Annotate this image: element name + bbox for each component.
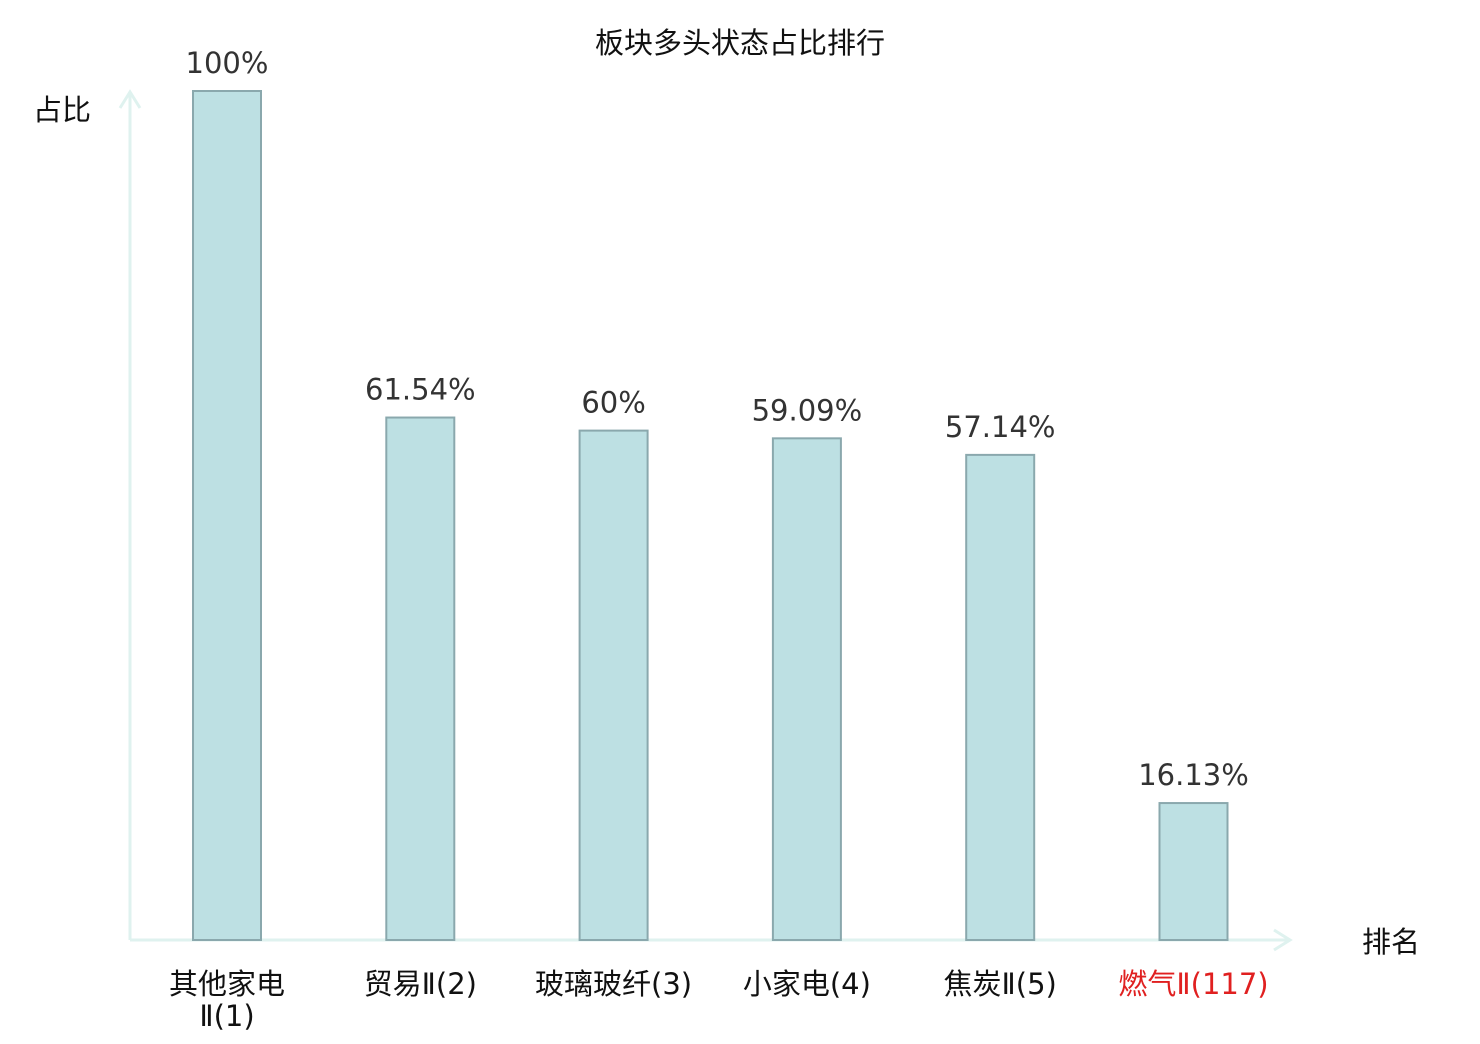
category-label-line: 玻璃玻纤(3) bbox=[535, 967, 692, 1001]
category-label: 焦炭Ⅱ(5) bbox=[944, 967, 1057, 1001]
bar-value-label: 60% bbox=[581, 386, 645, 420]
category-label-line: 贸易Ⅱ(2) bbox=[364, 967, 477, 1001]
bar-value-label: 61.54% bbox=[365, 373, 476, 407]
bar bbox=[1158, 802, 1229, 941]
category-label-line: 其他家电 bbox=[169, 967, 285, 1001]
category-label-line: 焦炭Ⅱ(5) bbox=[944, 967, 1057, 1001]
category-label: 其他家电 Ⅱ(1) bbox=[169, 967, 285, 1033]
bar bbox=[578, 429, 649, 941]
bar-value-label: 100% bbox=[186, 46, 269, 80]
y-axis-label: 占比 bbox=[33, 93, 91, 127]
bar-value-label: 59.09% bbox=[752, 393, 863, 427]
bar bbox=[771, 437, 842, 941]
bar-value-label: 57.14% bbox=[945, 410, 1056, 444]
bar bbox=[385, 416, 456, 941]
bar bbox=[965, 453, 1036, 941]
category-label: 小家电(4) bbox=[743, 967, 871, 1001]
value-labels-group: 100% 61.54% 60% 59.09% 57.14% 16.13% bbox=[186, 46, 1249, 792]
category-label-line: 小家电(4) bbox=[743, 967, 871, 1001]
y-axis-arrow bbox=[118, 89, 142, 109]
category-label-line: Ⅱ(1) bbox=[199, 999, 254, 1033]
chart-title: 板块多头状态占比排行 bbox=[595, 26, 885, 60]
bars-group bbox=[192, 90, 1229, 941]
axes bbox=[118, 89, 1293, 952]
x-axis-arrow bbox=[1273, 928, 1293, 952]
category-labels-group: 其他家电 Ⅱ(1) 贸易Ⅱ(2) 玻璃玻纤(3) 小家电(4) 焦炭Ⅱ(5) 燃气Ⅱ(117… bbox=[169, 967, 1269, 1033]
category-label-highlighted: 燃气Ⅱ(117) bbox=[1118, 967, 1268, 1001]
category-label: 玻璃玻纤(3) bbox=[535, 967, 692, 1001]
x-axis-label: 排名 bbox=[1362, 925, 1420, 959]
bar bbox=[192, 90, 262, 941]
category-label-line: 燃气Ⅱ(117) bbox=[1118, 967, 1268, 1001]
category-label: 贸易Ⅱ(2) bbox=[364, 967, 477, 1001]
bar-value-label: 16.13% bbox=[1138, 758, 1249, 792]
